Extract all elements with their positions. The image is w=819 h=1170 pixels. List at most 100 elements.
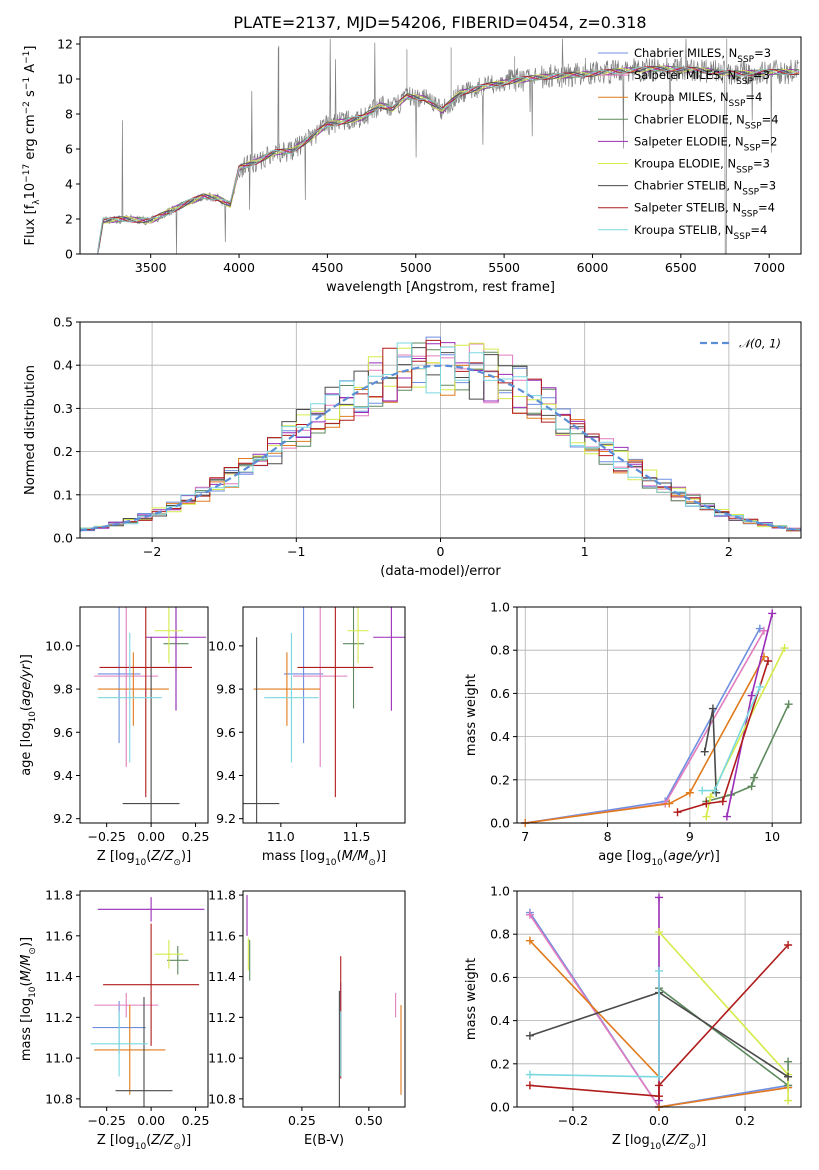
weight-salpeter-stelib-marker — [525, 1081, 534, 1090]
weight-chabrier-elodie-marker — [784, 1057, 793, 1066]
weight-kroupa-elodie-marker — [780, 644, 789, 653]
weight-kroupa-miles-marker — [685, 788, 694, 797]
legend-kroupa-miles-label: Kroupa MILES, NSSP=4 — [634, 90, 762, 109]
weight-salpeter-stelib-line — [677, 660, 769, 813]
y-tick-label: 0.4 — [53, 358, 73, 373]
axes-frame — [516, 606, 802, 824]
y-tick-label: 0.2 — [53, 444, 73, 459]
weight-salpeter-stelib-marker — [718, 797, 727, 806]
axes-frame — [79, 321, 802, 539]
x-tick-label: 4000 — [223, 260, 255, 275]
x-tick-label: 0.00 — [137, 829, 165, 844]
mass-weight-vs-age-panel: 7 8 9 10 0.0 0.2 0.4 0.6 0.8 1.0 age [log10(age/yr… — [464, 600, 802, 868]
residuals-panel: −2 −1 0 1 2 0.0 0.1 0.2 0.3 0.4 0.5 (data-model)/er… — [23, 315, 802, 579]
x-tick-label: 10 — [764, 829, 780, 844]
weight-salpeter-elodie-marker — [747, 691, 756, 700]
weight-kroupa-stelib-marker — [698, 786, 707, 795]
y-tick-label: 9.8 — [53, 682, 73, 697]
x-axis-label: E(B-V) — [304, 1133, 344, 1148]
weight-chabrier-elodie-marker — [747, 782, 756, 791]
mass-weight-vs-metallicity-panel: −0.2 0.0 0.2 0.0 0.2 0.4 0.6 0.8 1.0 Z [log10(Z/Z… — [464, 884, 802, 1152]
legend-chabrier-elodie-label: Chabrier ELODIE, NSSP=4 — [634, 112, 779, 131]
y-tick-label: 9.8 — [216, 682, 236, 697]
x-tick-label: −1 — [287, 544, 305, 559]
legend-salpeter-stelib-label: Salpeter STELIB, NSSP=4 — [634, 201, 775, 220]
axes-frame — [516, 890, 802, 1108]
legend-kroupa-elodie-label: Kroupa ELODIE, NSSP=3 — [634, 157, 770, 176]
weight-salpeter-stelib-marker — [702, 799, 711, 808]
y-axis-label: Normed distribution — [23, 365, 38, 495]
y-tick-label: 0.8 — [490, 643, 510, 658]
legend-kroupa-stelib-label: Kroupa STELIB, NSSP=4 — [634, 223, 767, 242]
y-tick-label: 9.4 — [53, 768, 73, 783]
y-tick-label: 0.0 — [490, 816, 510, 831]
x-tick-label: 0.25 — [182, 1113, 210, 1128]
x-tick-label: 3500 — [135, 260, 167, 275]
weight-chabrier-elodie-marker — [750, 773, 759, 782]
model-kroupa-stelib-line — [97, 66, 800, 254]
x-axis-label: Z [log10(Z/Z⊙)] — [97, 849, 191, 868]
x-tick-label: 0 — [437, 544, 445, 559]
y-tick-label: 11.2 — [208, 1010, 236, 1025]
x-tick-label: 0.0 — [649, 1113, 669, 1128]
weight-chabrier-stelib-marker — [708, 704, 717, 713]
weight-kroupa-stelib-marker — [655, 966, 663, 975]
weight-salpeter-stelib-line — [529, 944, 789, 1098]
weight-kroupa-miles-marker — [665, 799, 674, 808]
y-tick-label: 0.5 — [53, 315, 73, 330]
mass-vs-metallicity-panel: −0.25 0.00 0.25 10.8 11.0 11.2 11.4 11.6 11.8 Z [… — [19, 888, 210, 1152]
y-tick-label: 9.2 — [53, 811, 73, 826]
x-axis-label: mass [log10(M/M⊙)] — [262, 849, 386, 868]
weight-salpeter-stelib-marker — [655, 1081, 663, 1090]
weight-salpeter-miles-marker — [525, 910, 534, 919]
x-tick-label: 0.00 — [137, 1113, 165, 1128]
legend-salpeter-miles-label: Salpeter MILES, NSSP=3 — [634, 68, 770, 87]
y-tick-label: 11.6 — [45, 928, 73, 943]
x-tick-label: 0.50 — [355, 1113, 383, 1128]
x-tick-label: 9 — [686, 829, 694, 844]
y-tick-label: 1.0 — [490, 884, 510, 899]
weight-chabrier-elodie-marker — [784, 700, 793, 709]
spectrum-legend: Chabrier MILES, NSSP=3 Salpeter MILES, NS… — [598, 46, 779, 242]
x-tick-label: 2 — [725, 544, 733, 559]
y-tick-label: 10.0 — [45, 638, 73, 653]
y-tick-label: 12 — [57, 37, 73, 52]
weight-kroupa-elodie-marker — [702, 812, 711, 821]
y-tick-label: 2 — [65, 212, 73, 227]
y-tick-label: 10 — [57, 72, 73, 87]
weight-salpeter-elodie-marker — [655, 893, 663, 902]
y-tick-label: 0.2 — [490, 772, 510, 787]
weight-kroupa-miles-marker — [525, 936, 534, 945]
y-tick-label: 10.0 — [208, 638, 236, 653]
x-tick-label: 11.5 — [343, 829, 371, 844]
y-tick-label: 11.2 — [45, 1010, 73, 1025]
figure-title: PLATE=2137, MJD=54206, FIBERID=0454, z=0… — [233, 13, 646, 32]
weight-salpeter-miles-line — [525, 630, 765, 823]
y-tick-label: 0.4 — [490, 729, 510, 744]
y-tick-label: 11.8 — [45, 888, 73, 903]
x-tick-label: −0.25 — [88, 1113, 126, 1128]
axes-frame — [242, 606, 406, 824]
x-tick-label: 7 — [521, 829, 529, 844]
weight-salpeter-stelib-marker — [764, 657, 773, 665]
weight-chabrier-miles-marker — [755, 624, 764, 633]
x-tick-label: 11.0 — [267, 829, 295, 844]
x-tick-label: −0.2 — [558, 1113, 588, 1128]
x-axis-label: age [log10(age/yr)] — [598, 849, 720, 868]
y-tick-label: 9.6 — [53, 725, 73, 740]
weight-kroupa-stelib-marker — [655, 1072, 663, 1081]
y-tick-label: 0.8 — [490, 927, 510, 942]
y-tick-label: 9.6 — [216, 725, 236, 740]
x-tick-label: 6000 — [577, 260, 609, 275]
y-tick-label: 11.0 — [45, 1051, 73, 1066]
x-tick-label: 7000 — [753, 260, 785, 275]
weight-chabrier-miles-line — [529, 912, 789, 1107]
y-tick-label: 0.6 — [490, 686, 510, 701]
x-axis-label: Z [log10(Z/Z⊙)] — [612, 1133, 706, 1152]
y-axis-label: Flux [fλ10−17 erg cm−2 s−1 A−1] — [22, 46, 42, 246]
mass-vs-extinction-panel: 0.25 0.50 10.8 11.0 11.2 11.4 11.6 11.8 E(B-V) — [208, 888, 406, 1148]
legend-chabrier-miles-label: Chabrier MILES, NSSP=3 — [634, 46, 771, 65]
weight-kroupa-stelib-marker — [525, 1070, 534, 1079]
weight-salpeter-stelib-marker — [673, 808, 682, 817]
